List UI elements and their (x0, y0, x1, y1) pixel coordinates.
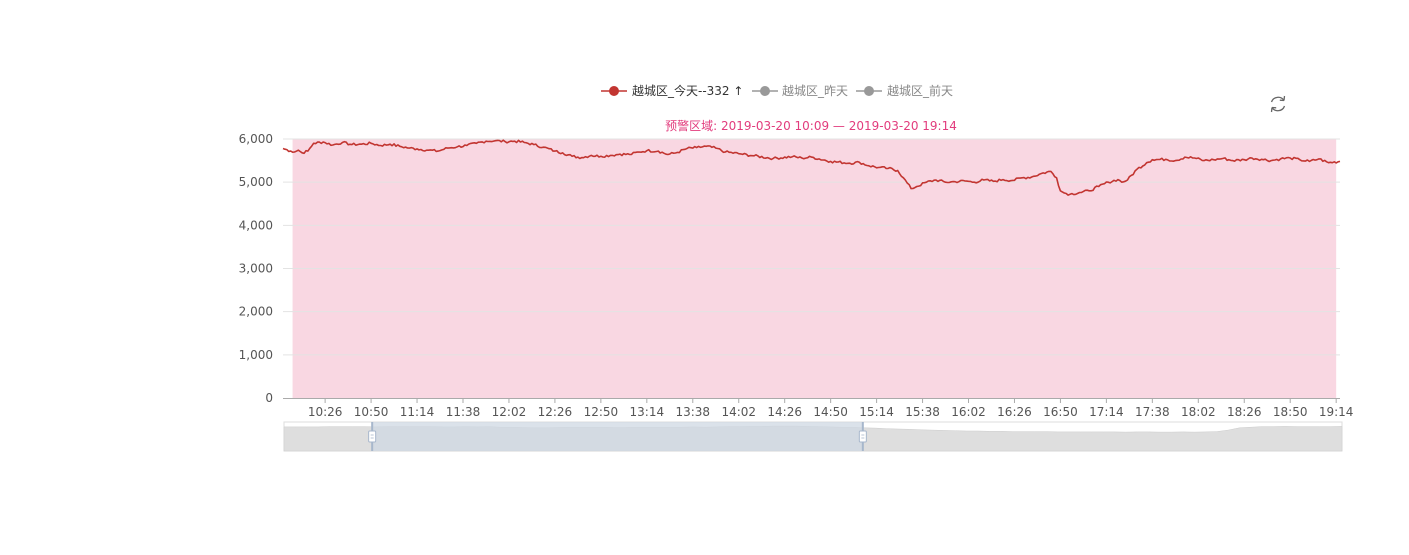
x-tick-label: 18:26 (1227, 405, 1262, 419)
x-tick-label: 14:26 (767, 405, 802, 419)
x-tick-label: 18:50 (1273, 405, 1308, 419)
legend-item-yesterday[interactable]: 越城区_昨天 (752, 84, 848, 98)
y-tick-label: 4,000 (239, 218, 273, 232)
y-tick-label: 1,000 (239, 348, 273, 362)
y-tick-label: 2,000 (239, 305, 273, 319)
x-tick-label: 11:38 (446, 405, 481, 419)
x-tick-label: 17:38 (1135, 405, 1170, 419)
legend-item-today[interactable]: 越城区_今天--332 ↑ (601, 83, 743, 98)
x-tick-label: 10:50 (354, 405, 389, 419)
x-tick-label: 15:14 (859, 405, 894, 419)
legend-label-yesterday: 越城区_昨天 (782, 84, 848, 98)
x-tick-label: 12:26 (538, 405, 573, 419)
x-tick-label: 17:14 (1089, 405, 1124, 419)
x-tick-label: 15:38 (905, 405, 940, 419)
x-tick-label: 14:02 (721, 405, 756, 419)
x-tick-label: 12:02 (492, 405, 527, 419)
x-tick-label: 13:38 (675, 405, 710, 419)
data-zoom-slider[interactable] (283, 421, 1343, 452)
x-tick-label: 13:14 (630, 405, 665, 419)
x-tick-label: 16:02 (951, 405, 986, 419)
y-tick-label: 0 (265, 391, 273, 405)
data-zoom-handle-left[interactable] (368, 422, 377, 451)
x-tick-label: 16:26 (997, 405, 1032, 419)
legend-item-day-before[interactable]: 越城区_前天 (856, 83, 953, 98)
x-tick-label: 16:50 (1043, 405, 1078, 419)
x-tick-label: 12:50 (584, 405, 619, 419)
legend-label-day-before: 越城区_前天 (887, 83, 953, 98)
data-zoom-handle-right[interactable] (858, 422, 867, 451)
x-tick-label: 14:50 (813, 405, 848, 419)
x-tick-label: 11:14 (400, 405, 435, 419)
y-tick-label: 6,000 (239, 132, 273, 146)
grid-lines (283, 138, 1340, 356)
y-axis: 0 1,000 2,000 3,000 4,000 5,000 6,000 (239, 132, 273, 405)
data-zoom-selected-range[interactable] (372, 422, 863, 451)
x-tick-label: 19:14 (1319, 405, 1354, 419)
x-axis: 10:26 10:50 11:14 11:38 12:02 12:26 12:50 13:14… (283, 398, 1353, 419)
refresh-icon[interactable] (1267, 93, 1289, 115)
y-tick-label: 5,000 (239, 175, 273, 189)
x-tick-label: 10:26 (308, 405, 343, 419)
y-tick-label: 3,000 (239, 262, 273, 276)
mark-area-label: 预警区域: 2019-03-20 10:09 — 2019-03-20 19:1… (665, 118, 957, 133)
series-line-today (282, 139, 1341, 196)
legend-label-today: 越城区_今天--332 ↑ (632, 83, 743, 98)
legend: 越城区_今天--332 ↑ 越城区_昨天 越城区_前天 (601, 83, 953, 98)
x-tick-label: 18:02 (1181, 405, 1216, 419)
